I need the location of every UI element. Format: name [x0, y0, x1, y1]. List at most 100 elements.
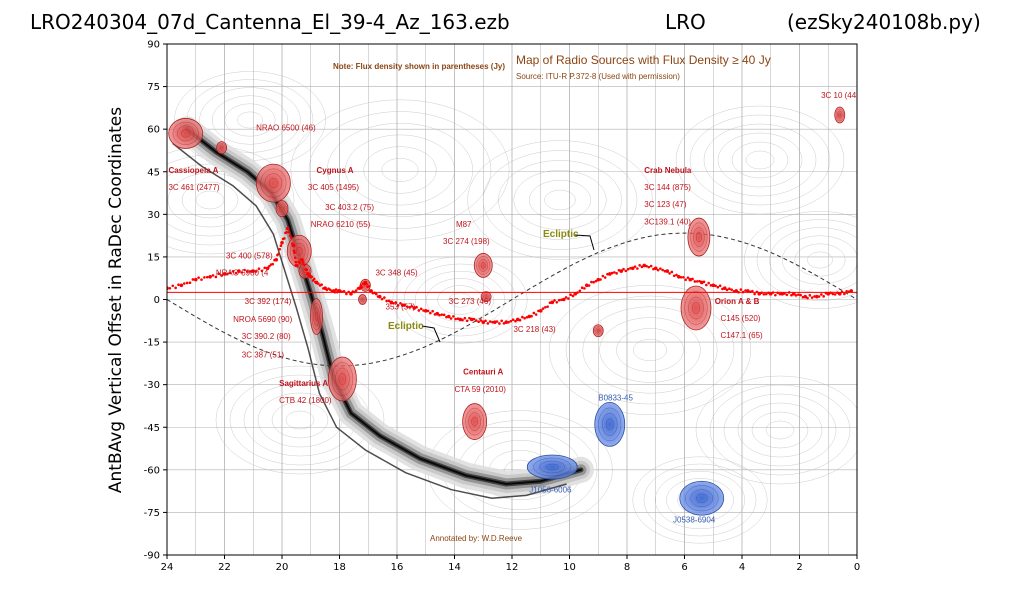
radio-source-blob	[275, 200, 289, 218]
trace-dot	[289, 236, 293, 239]
contour-ring	[167, 172, 253, 228]
annotated-by: Annotated by: W.D.Reeve	[430, 534, 523, 543]
southern-source-blob	[526, 454, 578, 480]
source-contour	[594, 326, 603, 336]
trace-dot	[273, 258, 276, 262]
x-tick-label: 0	[854, 562, 860, 573]
contour-ring	[756, 219, 857, 301]
source-label: NRAO 5980 (4	[216, 268, 269, 277]
data-point	[469, 317, 474, 322]
trace-dot	[829, 291, 832, 295]
y-tick-label: 60	[147, 125, 160, 136]
trace-dot	[820, 293, 823, 296]
data-point	[285, 226, 290, 231]
trace-dot	[408, 306, 411, 309]
trace-dot	[385, 299, 388, 303]
data-point	[280, 240, 284, 245]
trace-dot	[840, 290, 844, 294]
trace-dot	[345, 292, 348, 296]
source-contour	[359, 295, 366, 304]
data-point	[849, 289, 854, 293]
source-label: NRAO 6500 (46)	[256, 124, 316, 133]
trace-dot	[783, 292, 786, 295]
source-contour	[311, 302, 322, 331]
trace-dot	[415, 305, 418, 309]
data-point	[596, 277, 601, 282]
contour-ring	[237, 111, 263, 129]
source-contour	[835, 108, 844, 122]
radio-source-blob	[834, 106, 846, 124]
contour-ring	[745, 150, 775, 170]
trace-dot	[257, 267, 261, 270]
contour-ring	[215, 365, 385, 475]
trace-dot	[794, 294, 798, 297]
trace-dot	[693, 280, 697, 283]
source-label: 3C 405 (1495)	[308, 183, 359, 192]
trace-dot	[603, 276, 607, 279]
x-tick-label: 14	[448, 562, 461, 573]
data-point	[688, 277, 693, 282]
trace-dot	[491, 320, 494, 324]
x-tick-label: 6	[681, 562, 687, 573]
contour-ring	[308, 111, 492, 229]
source-contour	[314, 311, 319, 322]
trace-dot	[285, 230, 288, 234]
trace-dot	[442, 313, 446, 317]
data-point	[584, 283, 589, 288]
trace-dot	[679, 276, 683, 279]
trace-dot	[362, 282, 366, 286]
radio-source-blob	[680, 285, 712, 331]
data-point	[619, 269, 624, 273]
source-contour	[595, 327, 601, 334]
script-label: (ezSky240108b.py)	[787, 10, 981, 34]
y-tick-label: -15	[144, 338, 160, 349]
trace-dot	[226, 272, 229, 276]
data-point	[400, 303, 405, 307]
trace-dot	[548, 301, 552, 305]
data-point	[251, 269, 256, 273]
trace-dot	[739, 288, 743, 291]
trace-dot	[197, 276, 200, 279]
trace-dot	[767, 291, 770, 295]
data-point	[642, 263, 647, 268]
contour-ring	[582, 306, 718, 394]
contour-ring	[794, 243, 846, 277]
trace-dot	[691, 277, 694, 281]
trace-dot	[329, 288, 332, 292]
contour-ring	[326, 122, 474, 218]
trace-dot	[188, 281, 192, 284]
trace-dot	[576, 291, 579, 294]
source-contour	[482, 292, 491, 301]
source-label: 3C 218 (43)	[513, 325, 556, 334]
source-label: Centauri A	[463, 368, 503, 377]
trace-dot	[659, 267, 662, 270]
source-contour	[478, 259, 488, 272]
trace-dot	[303, 263, 306, 267]
trace-dot	[751, 289, 754, 293]
source-contour	[268, 178, 278, 189]
source-label: 3C 273 (46)	[449, 297, 492, 306]
source-contour	[278, 204, 286, 213]
trace-dot	[808, 294, 812, 297]
y-tick-label: 90	[147, 40, 160, 51]
trace-dot	[682, 275, 685, 279]
trace-dot	[737, 290, 740, 294]
contour-ring	[689, 114, 831, 206]
data-point	[711, 283, 716, 288]
data-point	[423, 309, 428, 313]
trace-dot	[833, 293, 837, 296]
trace-dot	[760, 291, 763, 295]
source-label: 3C 403.2 (75)	[325, 203, 374, 212]
source-label: J1056-6006	[529, 486, 572, 495]
trace-dot	[249, 270, 252, 273]
trace-dot	[583, 287, 586, 290]
trace-dot	[203, 276, 206, 279]
trace-dot	[299, 258, 303, 262]
trace-dot	[626, 267, 630, 271]
data-point	[630, 266, 635, 271]
trace-dot	[649, 264, 653, 268]
contour-ring	[723, 393, 837, 467]
trace-dot	[205, 275, 209, 279]
data-point	[515, 317, 520, 322]
source-label: 3C 387 (51)	[242, 351, 285, 360]
